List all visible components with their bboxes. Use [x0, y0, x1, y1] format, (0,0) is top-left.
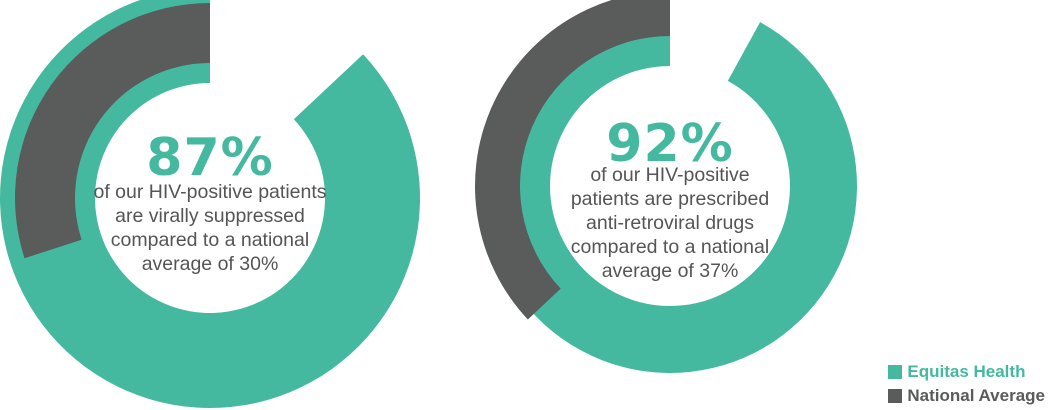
description-line: compared to a national: [110, 229, 310, 251]
legend-label: Equitas Health: [907, 362, 1026, 381]
description-line: average of 30%: [141, 253, 279, 275]
description-line: average of 37%: [601, 260, 739, 282]
donut-chart-antiretroviral: [475, 0, 857, 373]
arc-equitas-health: [483, 0, 857, 373]
arc-national-average: [14, 3, 210, 259]
big-percentage-label-1: 87%: [146, 128, 274, 188]
donut-chart-viral-suppression: [0, 0, 420, 408]
description-line: patients are prescribed: [570, 188, 770, 210]
arc-national-average: [475, 0, 670, 320]
legend-item-national-average: National Average: [888, 384, 1045, 408]
description-line: compared to a national: [570, 236, 770, 258]
description-text-2: of our HIV-positive patients are prescri…: [520, 163, 820, 283]
legend-swatch-equitas: [888, 365, 903, 379]
description-line: of our HIV-positive patients: [93, 181, 327, 203]
big-percentage-label-2: 92%: [606, 114, 734, 174]
chart-legend: Equitas Health National Average: [888, 360, 1045, 408]
legend-label: National Average: [907, 386, 1045, 405]
legend-swatch-national: [888, 389, 903, 403]
description-line: of our HIV-positive: [590, 164, 750, 186]
description-line: anti-retroviral drugs: [586, 212, 754, 234]
description-line: are virally suppressed: [115, 205, 305, 227]
legend-item-equitas-health: Equitas Health: [888, 360, 1045, 384]
description-text-1: of our HIV-positive patients are virally…: [60, 180, 360, 276]
